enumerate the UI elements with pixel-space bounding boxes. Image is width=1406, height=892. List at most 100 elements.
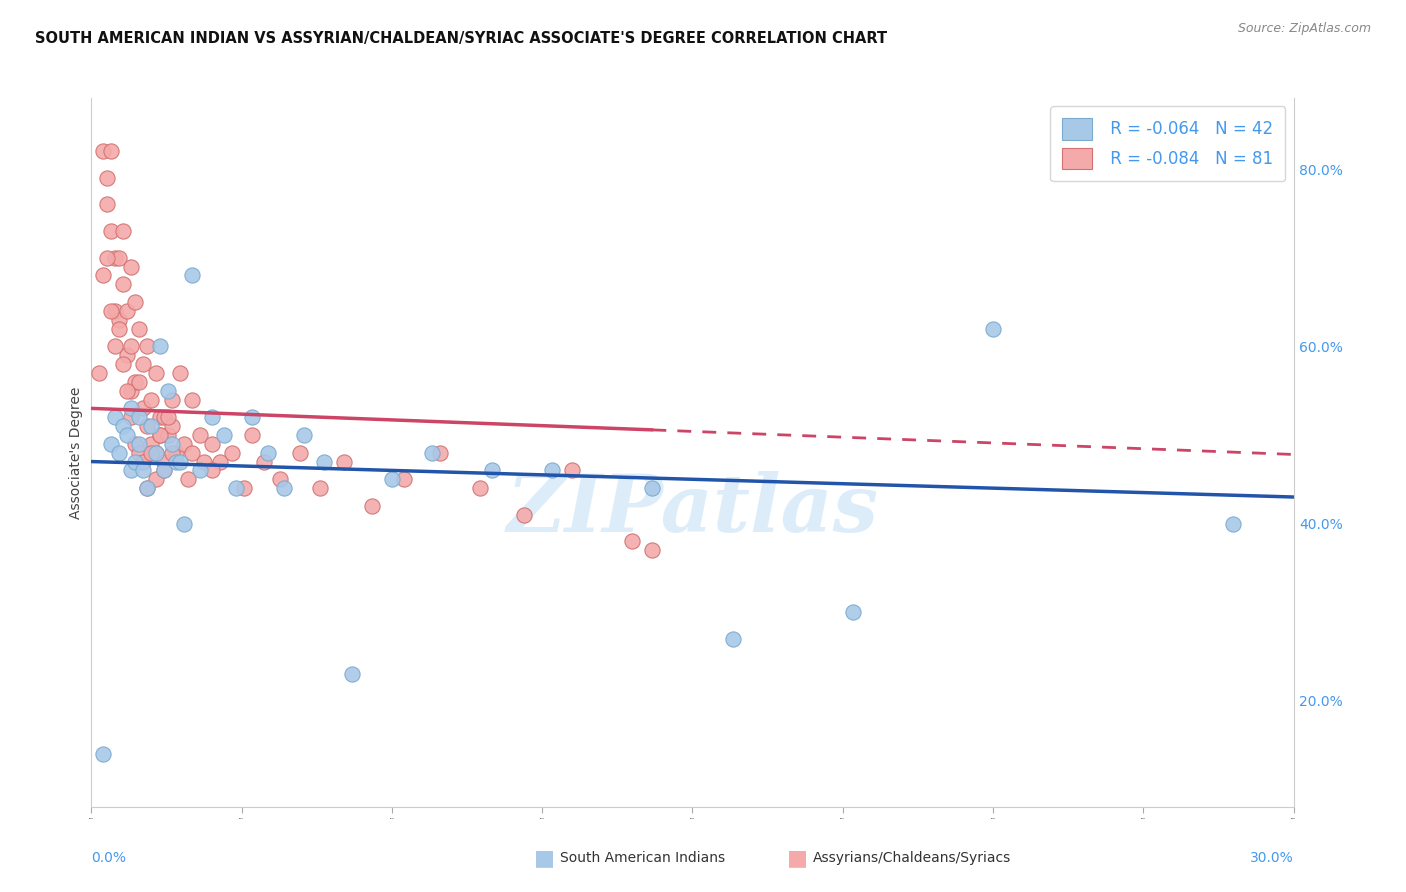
Point <box>841 605 863 619</box>
Point <box>420 446 443 460</box>
Point <box>156 384 179 398</box>
Point <box>141 392 163 407</box>
Point <box>117 428 139 442</box>
Point <box>468 481 491 495</box>
Point <box>100 145 122 159</box>
Text: South American Indians: South American Indians <box>560 851 724 865</box>
Text: 30.0%: 30.0% <box>1250 851 1294 865</box>
Point <box>148 339 170 353</box>
Point <box>180 268 202 283</box>
Point <box>132 401 155 416</box>
Text: ZIPatlas: ZIPatlas <box>506 471 879 549</box>
Point <box>152 463 174 477</box>
Point <box>96 251 118 265</box>
Point <box>253 454 276 468</box>
Point <box>429 446 451 460</box>
Point <box>96 170 118 185</box>
Point <box>108 251 131 265</box>
Point <box>165 446 187 460</box>
Point <box>481 463 503 477</box>
Point <box>561 463 583 477</box>
Point <box>381 472 404 486</box>
Point <box>152 463 174 477</box>
Point <box>93 268 115 283</box>
Point <box>208 454 231 468</box>
Point <box>145 446 167 460</box>
Point <box>112 277 135 292</box>
Point <box>132 454 155 468</box>
Point <box>121 401 143 416</box>
Point <box>981 321 1004 335</box>
Point <box>188 428 211 442</box>
Point <box>392 472 415 486</box>
Point <box>201 410 224 425</box>
Point <box>152 454 174 468</box>
Point <box>96 197 118 211</box>
Point <box>104 251 127 265</box>
Point <box>141 437 163 451</box>
Point <box>721 632 744 646</box>
Point <box>136 419 159 434</box>
Legend:  R = -0.064   N = 42,  R = -0.084   N = 81: R = -0.064 N = 42, R = -0.084 N = 81 <box>1050 106 1285 181</box>
Point <box>160 419 183 434</box>
Point <box>108 321 131 335</box>
Point <box>104 304 127 318</box>
Point <box>641 481 664 495</box>
Point <box>173 516 195 531</box>
Point <box>100 437 122 451</box>
Point <box>89 366 111 380</box>
Point <box>93 145 115 159</box>
Point <box>93 747 115 761</box>
Point <box>132 357 155 371</box>
Point <box>201 437 224 451</box>
Point <box>193 454 215 468</box>
Point <box>132 463 155 477</box>
Text: SOUTH AMERICAN INDIAN VS ASSYRIAN/CHALDEAN/SYRIAC ASSOCIATE'S DEGREE CORRELATION: SOUTH AMERICAN INDIAN VS ASSYRIAN/CHALDE… <box>35 31 887 46</box>
Point <box>256 446 278 460</box>
Point <box>232 481 254 495</box>
Point <box>121 260 143 274</box>
Point <box>273 481 295 495</box>
Point <box>104 339 127 353</box>
Point <box>288 446 311 460</box>
Point <box>117 348 139 362</box>
Point <box>145 366 167 380</box>
Point <box>176 472 198 486</box>
Point <box>128 410 150 425</box>
Point <box>108 312 131 326</box>
Point <box>121 463 143 477</box>
Point <box>221 446 243 460</box>
Point <box>180 392 202 407</box>
Text: ■: ■ <box>534 848 555 868</box>
Point <box>225 481 247 495</box>
Point <box>156 410 179 425</box>
Point <box>513 508 536 522</box>
Point <box>121 339 143 353</box>
Point <box>160 392 183 407</box>
Point <box>292 428 315 442</box>
Text: Assyrians/Chaldeans/Syriacs: Assyrians/Chaldeans/Syriacs <box>813 851 1011 865</box>
Text: ■: ■ <box>787 848 808 868</box>
Point <box>169 454 191 468</box>
Point <box>112 419 135 434</box>
Point <box>1222 516 1244 531</box>
Point <box>169 366 191 380</box>
Point <box>340 667 363 681</box>
Point <box>124 295 146 310</box>
Point <box>541 463 564 477</box>
Point <box>312 454 335 468</box>
Point <box>128 375 150 389</box>
Point <box>136 481 159 495</box>
Point <box>121 384 143 398</box>
Point <box>128 446 150 460</box>
Point <box>240 428 263 442</box>
Point <box>148 428 170 442</box>
Point <box>156 428 179 442</box>
Point <box>160 446 183 460</box>
Point <box>141 419 163 434</box>
Point <box>180 446 202 460</box>
Point <box>188 463 211 477</box>
Point <box>104 410 127 425</box>
Point <box>124 454 146 468</box>
Point <box>112 357 135 371</box>
